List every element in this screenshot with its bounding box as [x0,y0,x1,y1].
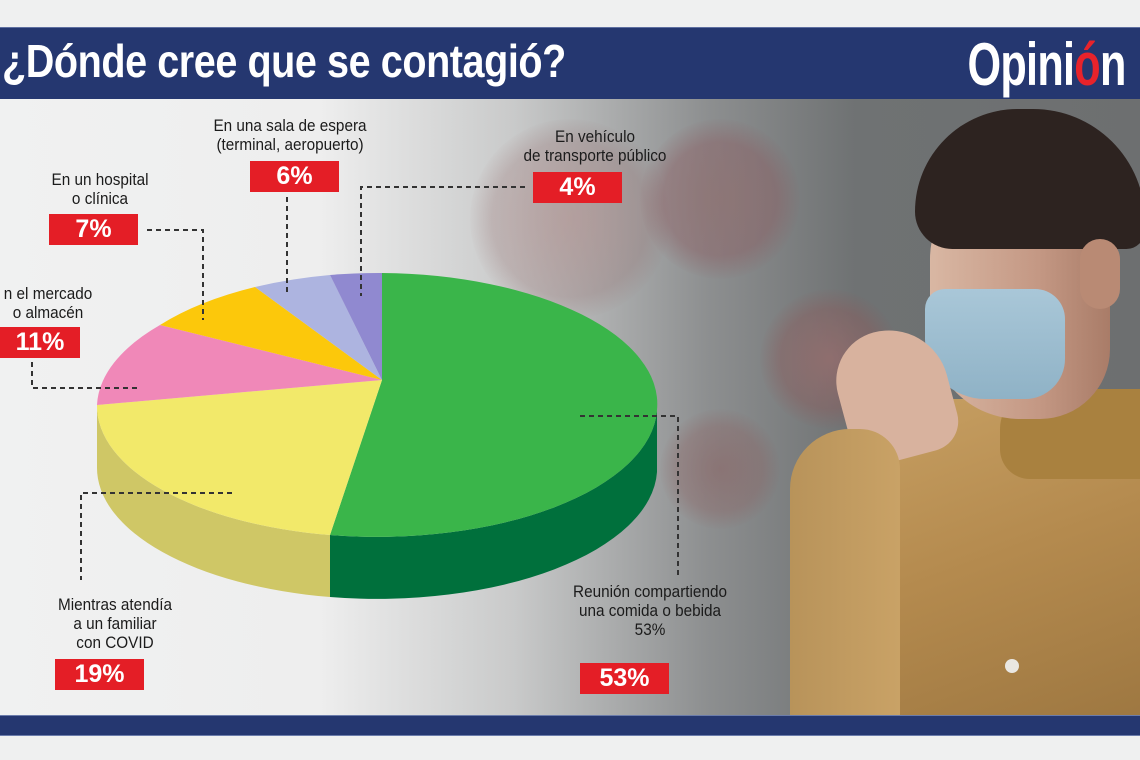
leader-vehiculo [360,186,525,296]
pie-slice-reunion[interactable] [330,273,658,537]
label-text: o clínica [71,189,129,208]
jacket-button-icon [1005,659,1019,673]
label-text: (terminal, aeropuerto) [216,135,364,154]
pie-slice-sala[interactable] [255,275,382,380]
leader-hospital [147,229,204,320]
pie-slice-vehiculo[interactable] [330,272,382,380]
badge-vehiculo: 4% [533,172,622,203]
label-text: a un familiar [73,614,157,633]
pie-slice-hospital[interactable] [160,287,382,380]
pie-side-yellow [96,405,330,597]
sleeve-shape [790,429,900,715]
badge-sala: 6% [250,161,339,192]
label-hospital: En un hospital o clínica [28,170,172,208]
pie-slice-mercado[interactable] [97,325,382,405]
label-sala: En una sala de espera (terminal, aeropue… [200,116,380,154]
label-text: Reunión compartiendo [573,582,727,601]
virus-bg-icon [660,409,780,529]
badge-hospital: 7% [49,214,138,245]
label-text: En vehículo [555,127,635,146]
footer-bar [0,715,1140,736]
hair-shape [915,109,1140,249]
leader-lines [31,186,679,580]
page-title: ¿Dónde cree que se contagió? [2,35,566,87]
brand-prefix: Opini [967,31,1076,98]
label-text: o almacén [12,303,84,322]
brand-logo: Opinión [967,30,1127,99]
label-familiar: Mientras atendía a un familiar con COVID [25,595,205,652]
brand-suffix: n [1100,31,1126,98]
label-reunion: Reunión compartiendo una comida o bebida… [547,582,754,639]
person-photo [780,99,1140,715]
pie-slice-familiar[interactable] [96,380,382,535]
pie-chart [31,186,679,599]
brand-accent: ó [1074,31,1101,98]
label-text: En una sala de espera [213,116,367,135]
header-bar: ¿Dónde cree que se contagió? Opinión [0,27,1140,100]
label-text: Mientras atendía [58,595,172,614]
leader-familiar [80,492,232,580]
label-text: de transporte público [523,146,667,165]
label-text: En un hospital [51,170,149,189]
label-text: una comida o bebida [578,601,722,620]
label-text: con COVID [76,633,154,652]
label-text: n el mercado [3,284,93,303]
virus-bg-icon [470,119,670,319]
label-vehiculo: En vehículo de transporte público [519,127,672,165]
badge-reunion: 53% [580,663,669,694]
badge-mercado: 11% [0,327,80,358]
pie-side-green [330,410,657,599]
badge-familiar: 19% [55,659,144,690]
virus-bg-icon [640,119,800,279]
ear-shape [1080,239,1120,309]
label-text: 53% [634,620,666,639]
label-mercado: n el mercado o almacén [0,284,102,322]
